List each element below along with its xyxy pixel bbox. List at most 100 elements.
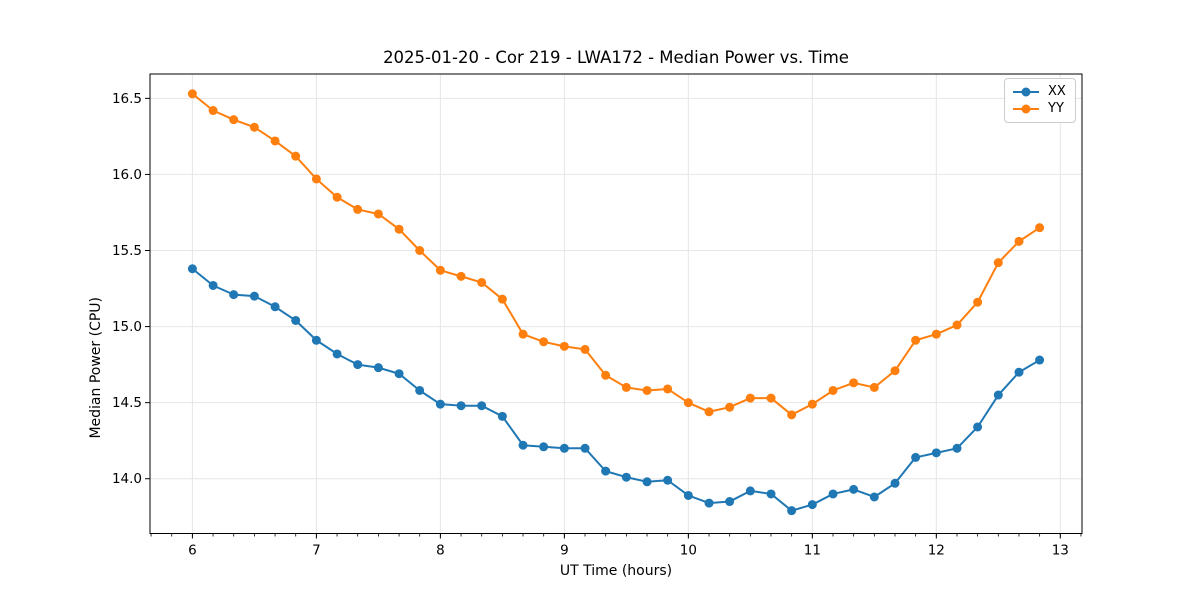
- legend-item-xx: XX: [1012, 85, 1067, 99]
- series-XX-markers: [187, 264, 1045, 516]
- data-point-YY: [518, 329, 528, 339]
- data-point-XX: [745, 486, 755, 496]
- data-point-YY: [477, 277, 487, 287]
- data-point-YY: [580, 344, 590, 354]
- y-tick-label: 14.5: [112, 395, 142, 411]
- x-axis-ticks: [191, 533, 1061, 539]
- legend-item-yy: YY: [1012, 102, 1067, 116]
- data-point-YY: [291, 151, 301, 161]
- y-axis-ticks: [145, 97, 150, 480]
- data-point-XX: [725, 497, 735, 507]
- data-point-XX: [539, 442, 549, 452]
- data-point-YY: [787, 410, 797, 420]
- data-point-XX: [766, 489, 776, 499]
- data-point-YY: [187, 89, 197, 99]
- data-point-XX: [952, 443, 962, 453]
- y-tick-label: 14.0: [112, 471, 142, 487]
- data-point-XX: [477, 401, 487, 411]
- data-point-XX: [435, 399, 445, 409]
- data-point-XX: [1014, 367, 1024, 377]
- data-point-XX: [580, 443, 590, 453]
- data-point-YY: [725, 402, 735, 412]
- data-point-YY: [828, 385, 838, 395]
- y-axis-label-text: Median Power (CPU): [88, 296, 104, 439]
- y-tick-label: 15.5: [112, 243, 142, 259]
- data-point-YY: [663, 384, 673, 394]
- x-tick-label: 6: [188, 543, 197, 559]
- data-point-YY: [745, 393, 755, 403]
- data-point-XX: [559, 443, 569, 453]
- y-tick-label: 16.5: [112, 91, 142, 107]
- x-gridlines: [191, 74, 1061, 534]
- data-point-YY: [435, 265, 445, 275]
- data-point-YY: [311, 174, 321, 184]
- data-point-XX: [601, 466, 611, 476]
- data-point-XX: [683, 490, 693, 500]
- data-point-XX: [849, 484, 859, 494]
- data-point-XX: [311, 335, 321, 345]
- data-point-XX: [807, 500, 817, 510]
- data-point-YY: [415, 245, 425, 255]
- data-point-YY: [911, 335, 921, 345]
- data-point-YY: [766, 393, 776, 403]
- data-point-YY: [849, 378, 859, 388]
- data-point-XX: [890, 478, 900, 488]
- x-tick-label: 12: [928, 543, 945, 559]
- data-point-YY: [807, 399, 817, 409]
- series-YY-line: [191, 93, 1041, 416]
- data-point-XX: [353, 360, 363, 370]
- legend-label-xx: XX: [1048, 84, 1066, 99]
- x-axis-label: UT Time (hours): [559, 563, 673, 579]
- x-tick-label: 9: [560, 543, 569, 559]
- chart-title: 2025-01-20 - Cor 219 - LWA172 - Median P…: [383, 48, 849, 67]
- data-point-XX: [931, 448, 941, 458]
- data-point-XX: [993, 390, 1003, 400]
- data-point-YY: [973, 297, 983, 307]
- y-tick-labels: 14.0 14.5 15.0 15.5 16.0 16.5: [112, 91, 142, 487]
- x-tick-label: 11: [804, 543, 821, 559]
- series-YY-markers: [187, 89, 1045, 420]
- data-point-XX: [270, 302, 280, 312]
- data-point-YY: [332, 192, 342, 202]
- data-point-XX: [828, 489, 838, 499]
- data-point-YY: [890, 366, 900, 376]
- data-point-XX: [332, 349, 342, 359]
- series-XX-line: [191, 267, 1041, 512]
- data-point-XX: [518, 440, 528, 450]
- data-point-YY: [353, 204, 363, 214]
- x-tick-labels: 6 7 8 9 10 11 12 13: [188, 543, 1069, 559]
- data-point-YY: [539, 337, 549, 347]
- yy-line-sample-icon: [1013, 104, 1039, 114]
- legend-label-yy: YY: [1048, 101, 1064, 116]
- data-point-YY: [683, 398, 693, 408]
- x-tick-label: 10: [680, 543, 697, 559]
- data-point-YY: [621, 382, 631, 392]
- y-tick-label: 16.0: [112, 167, 142, 183]
- data-point-XX: [787, 506, 797, 516]
- data-point-YY: [373, 209, 383, 219]
- data-point-YY: [1014, 236, 1024, 246]
- x-tick-label: 8: [436, 543, 445, 559]
- plot-border: [149, 73, 1083, 534]
- data-point-YY: [456, 271, 466, 281]
- data-point-XX: [415, 385, 425, 395]
- data-point-XX: [187, 264, 197, 274]
- data-point-XX: [642, 477, 652, 487]
- xx-line-sample-icon: [1013, 87, 1039, 97]
- data-point-XX: [249, 291, 259, 301]
- data-point-XX: [911, 452, 921, 462]
- legend: XX YY: [1004, 78, 1076, 123]
- data-point-YY: [208, 106, 218, 116]
- data-point-XX: [663, 475, 673, 485]
- data-point-XX: [291, 315, 301, 325]
- data-point-XX: [373, 363, 383, 373]
- y-tick-label: 15.0: [112, 319, 142, 335]
- data-point-XX: [229, 290, 239, 300]
- data-point-YY: [642, 385, 652, 395]
- data-point-XX: [973, 422, 983, 432]
- data-point-XX: [456, 401, 466, 411]
- data-point-XX: [1035, 355, 1045, 365]
- data-point-XX: [621, 472, 631, 482]
